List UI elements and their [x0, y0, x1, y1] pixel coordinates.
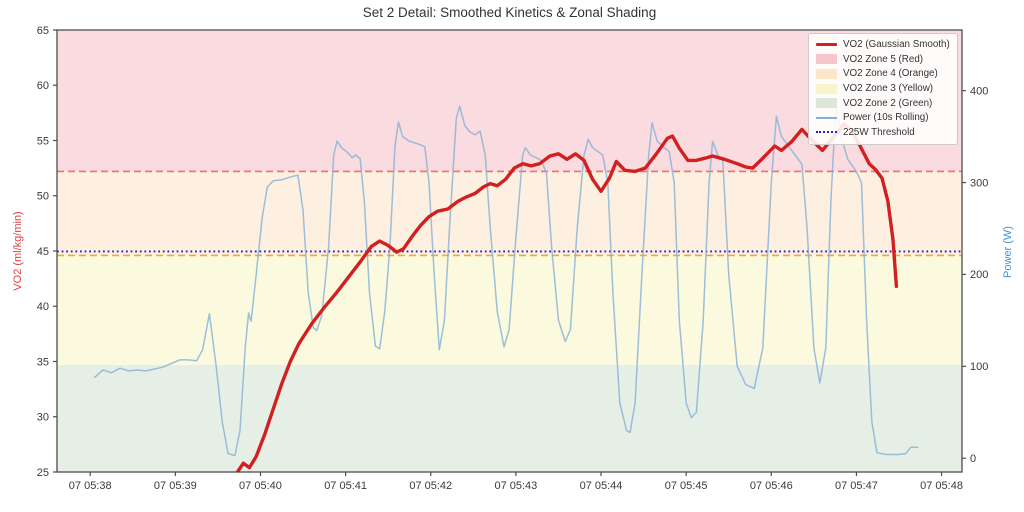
y-right-tick-label: 0	[970, 453, 976, 465]
x-tick-label: 07 05:45	[665, 480, 708, 492]
legend-item-2: VO2 Zone 4 (Orange)	[816, 67, 950, 81]
legend-item-5: Power (10s Rolling)	[816, 111, 950, 125]
x-tick-label: 07 05:39	[154, 480, 197, 492]
x-tick-label: 07 05:38	[69, 480, 112, 492]
y-right-tick-label: 200	[970, 269, 988, 281]
legend-swatch-dotted	[816, 131, 837, 134]
legend-box: VO2 (Gaussian Smooth) VO2 Zone 5 (Red) VO2…	[808, 33, 958, 146]
legend-label: Power (10s Rolling)	[843, 112, 929, 124]
legend-swatch-patch	[816, 98, 837, 109]
legend-item-6: 225W Threshold	[816, 126, 950, 140]
legend-label: VO2 Zone 4 (Orange)	[843, 68, 938, 80]
y-right-tick-label: 400	[970, 85, 988, 97]
x-tick-label: 07 05:43	[494, 480, 537, 492]
zone-band-2	[57, 171, 962, 256]
legend-item-1: VO2 Zone 5 (Red)	[816, 53, 950, 67]
x-tick-label: 07 05:42	[409, 480, 452, 492]
chart-title: Set 2 Detail: Smoothed Kinetics & Zonal …	[362, 5, 657, 20]
x-tick-label: 07 05:48	[920, 480, 963, 492]
legend-swatch-thinline	[816, 116, 837, 119]
legend-swatch-patch	[816, 83, 837, 94]
y-left-tick-label: 40	[37, 301, 49, 313]
x-tick-label: 07 05:44	[580, 480, 623, 492]
vo2-line	[235, 122, 899, 472]
legend-swatch-patch	[816, 68, 837, 79]
y-left-tick-label: 30	[37, 412, 49, 424]
legend-label: VO2 Zone 2 (Green)	[843, 97, 933, 109]
legend-item-3: VO2 Zone 3 (Yellow)	[816, 82, 950, 96]
x-tick-label: 07 05:41	[324, 480, 367, 492]
legend-label: 225W Threshold	[843, 126, 915, 138]
y-left-tick-label: 50	[37, 191, 49, 203]
legend-swatch-patch	[816, 54, 837, 65]
legend-label: VO2 (Gaussian Smooth)	[843, 39, 950, 51]
legend-label: VO2 Zone 3 (Yellow)	[843, 83, 934, 95]
y-left-tick-label: 65	[37, 25, 49, 37]
legend-item-4: VO2 Zone 2 (Green)	[816, 96, 950, 110]
x-tick-label: 07 05:40	[239, 480, 282, 492]
power-line	[93, 103, 919, 457]
legend-swatch-line	[816, 43, 837, 47]
x-tick-label: 07 05:46	[750, 480, 793, 492]
legend-label: VO2 Zone 5 (Red)	[843, 53, 924, 65]
y-left-tick-label: 35	[37, 356, 49, 368]
x-tick-label: 07 05:47	[835, 480, 878, 492]
y-left-tick-label: 55	[37, 135, 49, 147]
y-left-tick-label: 60	[37, 80, 49, 92]
y-right-tick-label: 300	[970, 177, 988, 189]
legend-item-0: VO2 (Gaussian Smooth)	[816, 38, 950, 52]
y-right-tick-label: 100	[970, 361, 988, 373]
zone-band-0	[57, 364, 962, 472]
y-left-tick-label: 25	[37, 467, 49, 479]
y-left-tick-label: 45	[37, 246, 49, 258]
